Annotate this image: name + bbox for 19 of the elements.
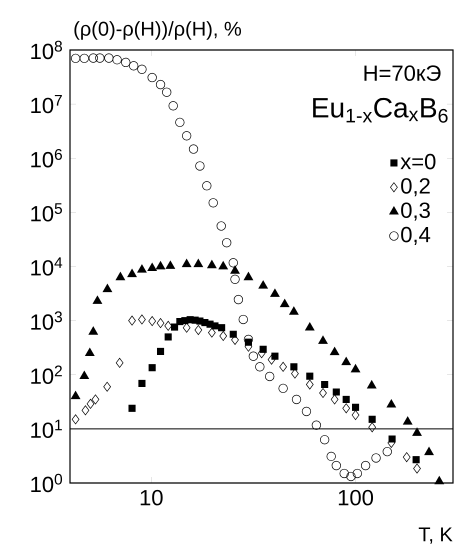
legend-label: 0,4: [401, 226, 430, 245]
y-tick-label: 10$^{2}$: [31, 366, 62, 384]
annotation: H=70кЭ: [364, 65, 441, 81]
x-axis-title: T, K: [418, 527, 453, 544]
legend-label: x=0: [400, 154, 436, 170]
y-tick-label: 10$^{3}$: [31, 311, 62, 330]
legend-title: Eu$_{1-x}$Ca$_{x}$B$_{6}$: [313, 98, 448, 123]
y-tick-label: 10$^{1}$: [31, 420, 62, 438]
y-tick-label: 10$^{7}$: [31, 94, 62, 114]
y-tick-label: 10$^{0}$: [31, 474, 62, 492]
y-tick-label: 10$^{4}$: [31, 257, 62, 276]
legend-label: 0,2: [401, 178, 430, 196]
y-tick-label: 10$^{8}$: [31, 40, 62, 60]
y-axis-title: (ρ(0)-ρ(H))/ρ(H), %: [74, 21, 242, 40]
x-tick-label: 10: [140, 490, 163, 506]
legend-label: 0,3: [401, 202, 430, 221]
x-tick-label: 100: [338, 490, 374, 506]
y-tick-label: 10$^{6}$: [31, 149, 62, 168]
y-tick-label: 10$^{5}$: [31, 203, 62, 222]
